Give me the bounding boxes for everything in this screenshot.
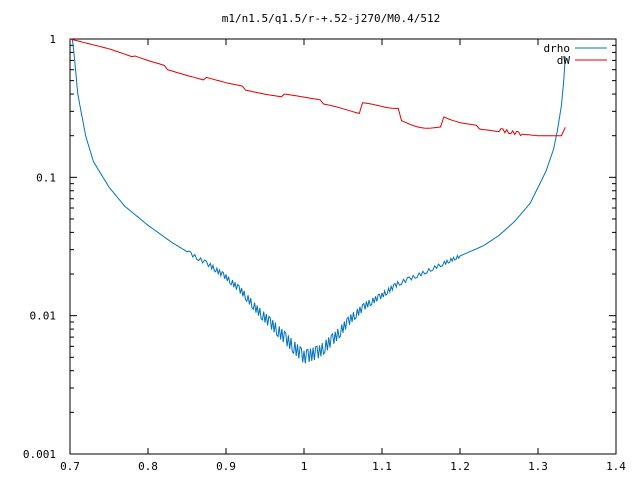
x-axis: 0.7 0.8 0.9 1 1.1 1.2 1.3 1.4 xyxy=(60,39,626,473)
x-tick-label: 0.7 xyxy=(60,460,80,473)
y-tick-label: 1 xyxy=(49,33,56,46)
series-line-drho xyxy=(71,38,566,364)
y-tick-label: 0.01 xyxy=(30,310,57,323)
legend-label-dW: dW xyxy=(557,54,571,67)
x-tick-label: 1 xyxy=(301,460,308,473)
series-line-dW xyxy=(69,38,566,137)
y-axis: 1 0.1 0.01 0.001 xyxy=(23,33,616,461)
y-tick-label: 0.001 xyxy=(23,448,56,461)
chart-title: m1/n1.5/q1.5/r-+.52-j270/M0.4/512 xyxy=(222,12,441,25)
plot-frame xyxy=(69,38,617,455)
x-tick-label: 1.1 xyxy=(372,460,392,473)
x-tick-label: 1.2 xyxy=(450,460,470,473)
x-tick-label: 1.3 xyxy=(528,460,548,473)
legend-label-drho: drho xyxy=(544,42,571,55)
x-tick-label: 0.8 xyxy=(138,460,158,473)
x-tick-label: 1.4 xyxy=(606,460,626,473)
x-tick-label: 0.9 xyxy=(216,460,236,473)
series-layer xyxy=(69,38,566,364)
y-tick-label: 0.1 xyxy=(36,171,56,184)
